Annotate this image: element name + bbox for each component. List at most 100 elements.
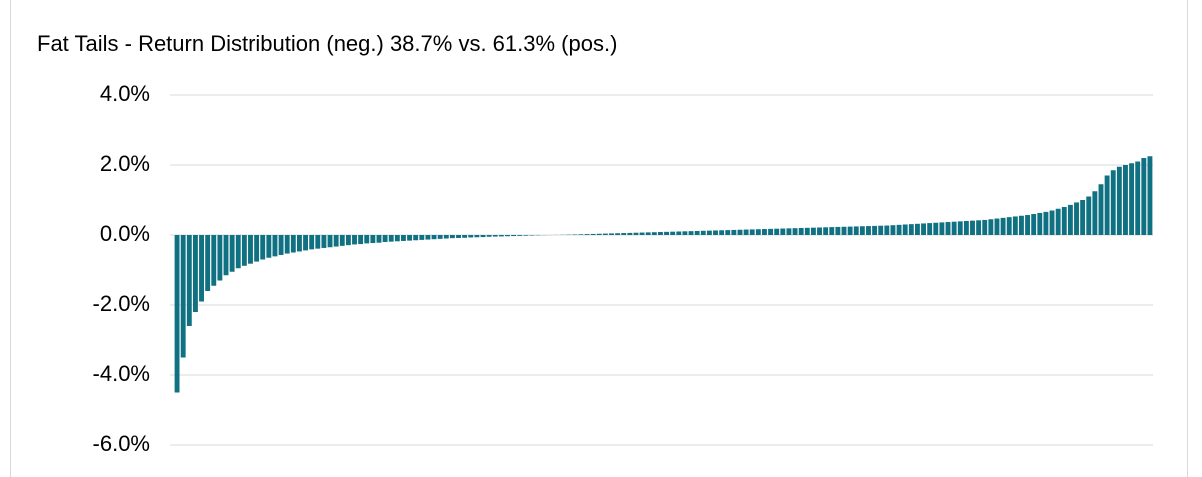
bar: [847, 226, 853, 235]
bar: [217, 235, 223, 281]
bar: [511, 235, 517, 237]
bar: [823, 227, 829, 235]
bar: [798, 228, 804, 235]
bar: [694, 230, 700, 235]
y-tick-label: 0.0%: [100, 221, 150, 246]
bar: [180, 235, 186, 358]
bar: [786, 228, 792, 235]
bar: [633, 232, 639, 235]
bar: [431, 235, 437, 240]
bar: [456, 235, 461, 238]
bar: [223, 235, 229, 276]
bar: [462, 235, 468, 238]
bar: [1141, 158, 1147, 235]
bar: [596, 233, 602, 235]
bar: [627, 232, 633, 235]
chart-frame: [10, 0, 1188, 477]
bar: [492, 235, 498, 237]
bar: [713, 230, 718, 235]
bar: [339, 235, 345, 246]
chart-title: Fat Tails - Return Distribution (neg.) 3…: [37, 31, 617, 56]
bar: [1006, 217, 1012, 235]
bar: [517, 235, 523, 236]
bar: [272, 235, 278, 257]
bar: [762, 229, 767, 235]
bar: [523, 235, 529, 236]
bar: [572, 234, 578, 235]
y-tick-label: -2.0%: [93, 291, 150, 316]
bar: [743, 229, 749, 235]
bar: [192, 235, 198, 312]
y-tick-label: -6.0%: [93, 431, 150, 456]
bar: [1147, 156, 1153, 235]
bar: [651, 232, 657, 235]
bar: [835, 226, 841, 235]
bar: [266, 235, 272, 258]
bar: [352, 235, 357, 245]
bar: [1055, 208, 1061, 235]
bar: [774, 228, 780, 235]
bar: [229, 235, 235, 272]
bar: [370, 235, 376, 244]
bar: [664, 231, 670, 235]
bar: [419, 235, 425, 240]
bar: [425, 235, 431, 240]
bar: [413, 235, 419, 241]
bar: [1135, 161, 1141, 235]
bar: [639, 232, 645, 235]
bar: [970, 220, 975, 235]
bar: [578, 234, 584, 235]
bar: [914, 223, 920, 235]
bar: [921, 223, 926, 235]
bar: [829, 227, 835, 235]
bar: [199, 235, 204, 302]
bar: [933, 222, 939, 235]
bar: [804, 227, 810, 235]
bar: [333, 235, 339, 247]
bar: [1129, 163, 1135, 235]
bar: [902, 224, 908, 235]
bar: [260, 235, 266, 260]
bar: [657, 232, 663, 235]
bar: [1031, 214, 1037, 235]
bar: [1061, 207, 1067, 235]
bar: [853, 226, 859, 235]
bar: [810, 227, 816, 235]
bar: [186, 235, 192, 326]
bar: [443, 235, 449, 239]
bar: [1116, 166, 1122, 235]
bar: [394, 235, 400, 242]
bar: [1012, 216, 1018, 235]
bar: [284, 235, 290, 254]
bar: [529, 235, 535, 236]
bar: [296, 235, 302, 252]
bar: [841, 226, 847, 235]
bar: [976, 220, 982, 235]
bar: [755, 229, 761, 235]
bar: [449, 235, 455, 239]
bar: [407, 235, 413, 241]
bar: [957, 221, 963, 235]
y-tick-label: 4.0%: [100, 81, 150, 106]
bar: [792, 228, 798, 235]
bar: [884, 225, 890, 235]
bar: [1018, 215, 1024, 235]
bar: [1098, 184, 1104, 235]
bar: [1086, 196, 1092, 235]
bar: [768, 228, 774, 235]
bar: [248, 235, 253, 264]
bar: [908, 224, 914, 235]
bar: [468, 235, 474, 238]
bar: [376, 235, 382, 243]
bar: [982, 219, 988, 235]
bar: [241, 235, 247, 266]
bar: [1043, 211, 1049, 235]
bar: [205, 235, 211, 291]
bar: [706, 230, 712, 235]
bar: [290, 235, 296, 253]
bar: [437, 235, 443, 239]
bar: [896, 224, 902, 235]
bar: [1104, 175, 1110, 235]
bar: [1080, 200, 1086, 235]
